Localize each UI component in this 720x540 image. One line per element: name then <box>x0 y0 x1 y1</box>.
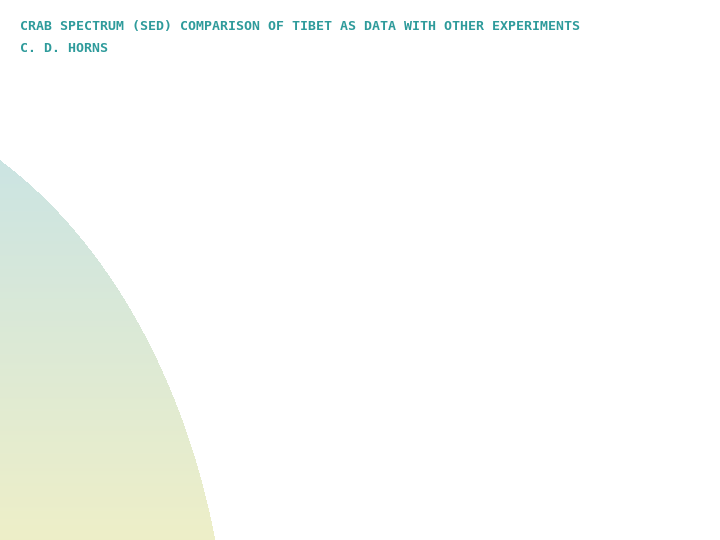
Text: C. D. HORNS: C. D. HORNS <box>20 42 108 55</box>
Text: CRAB SPECTRUM (SED) COMPARISON OF TIBET AS DATA WITH OTHER EXPERIMENTS: CRAB SPECTRUM (SED) COMPARISON OF TIBET … <box>20 20 580 33</box>
